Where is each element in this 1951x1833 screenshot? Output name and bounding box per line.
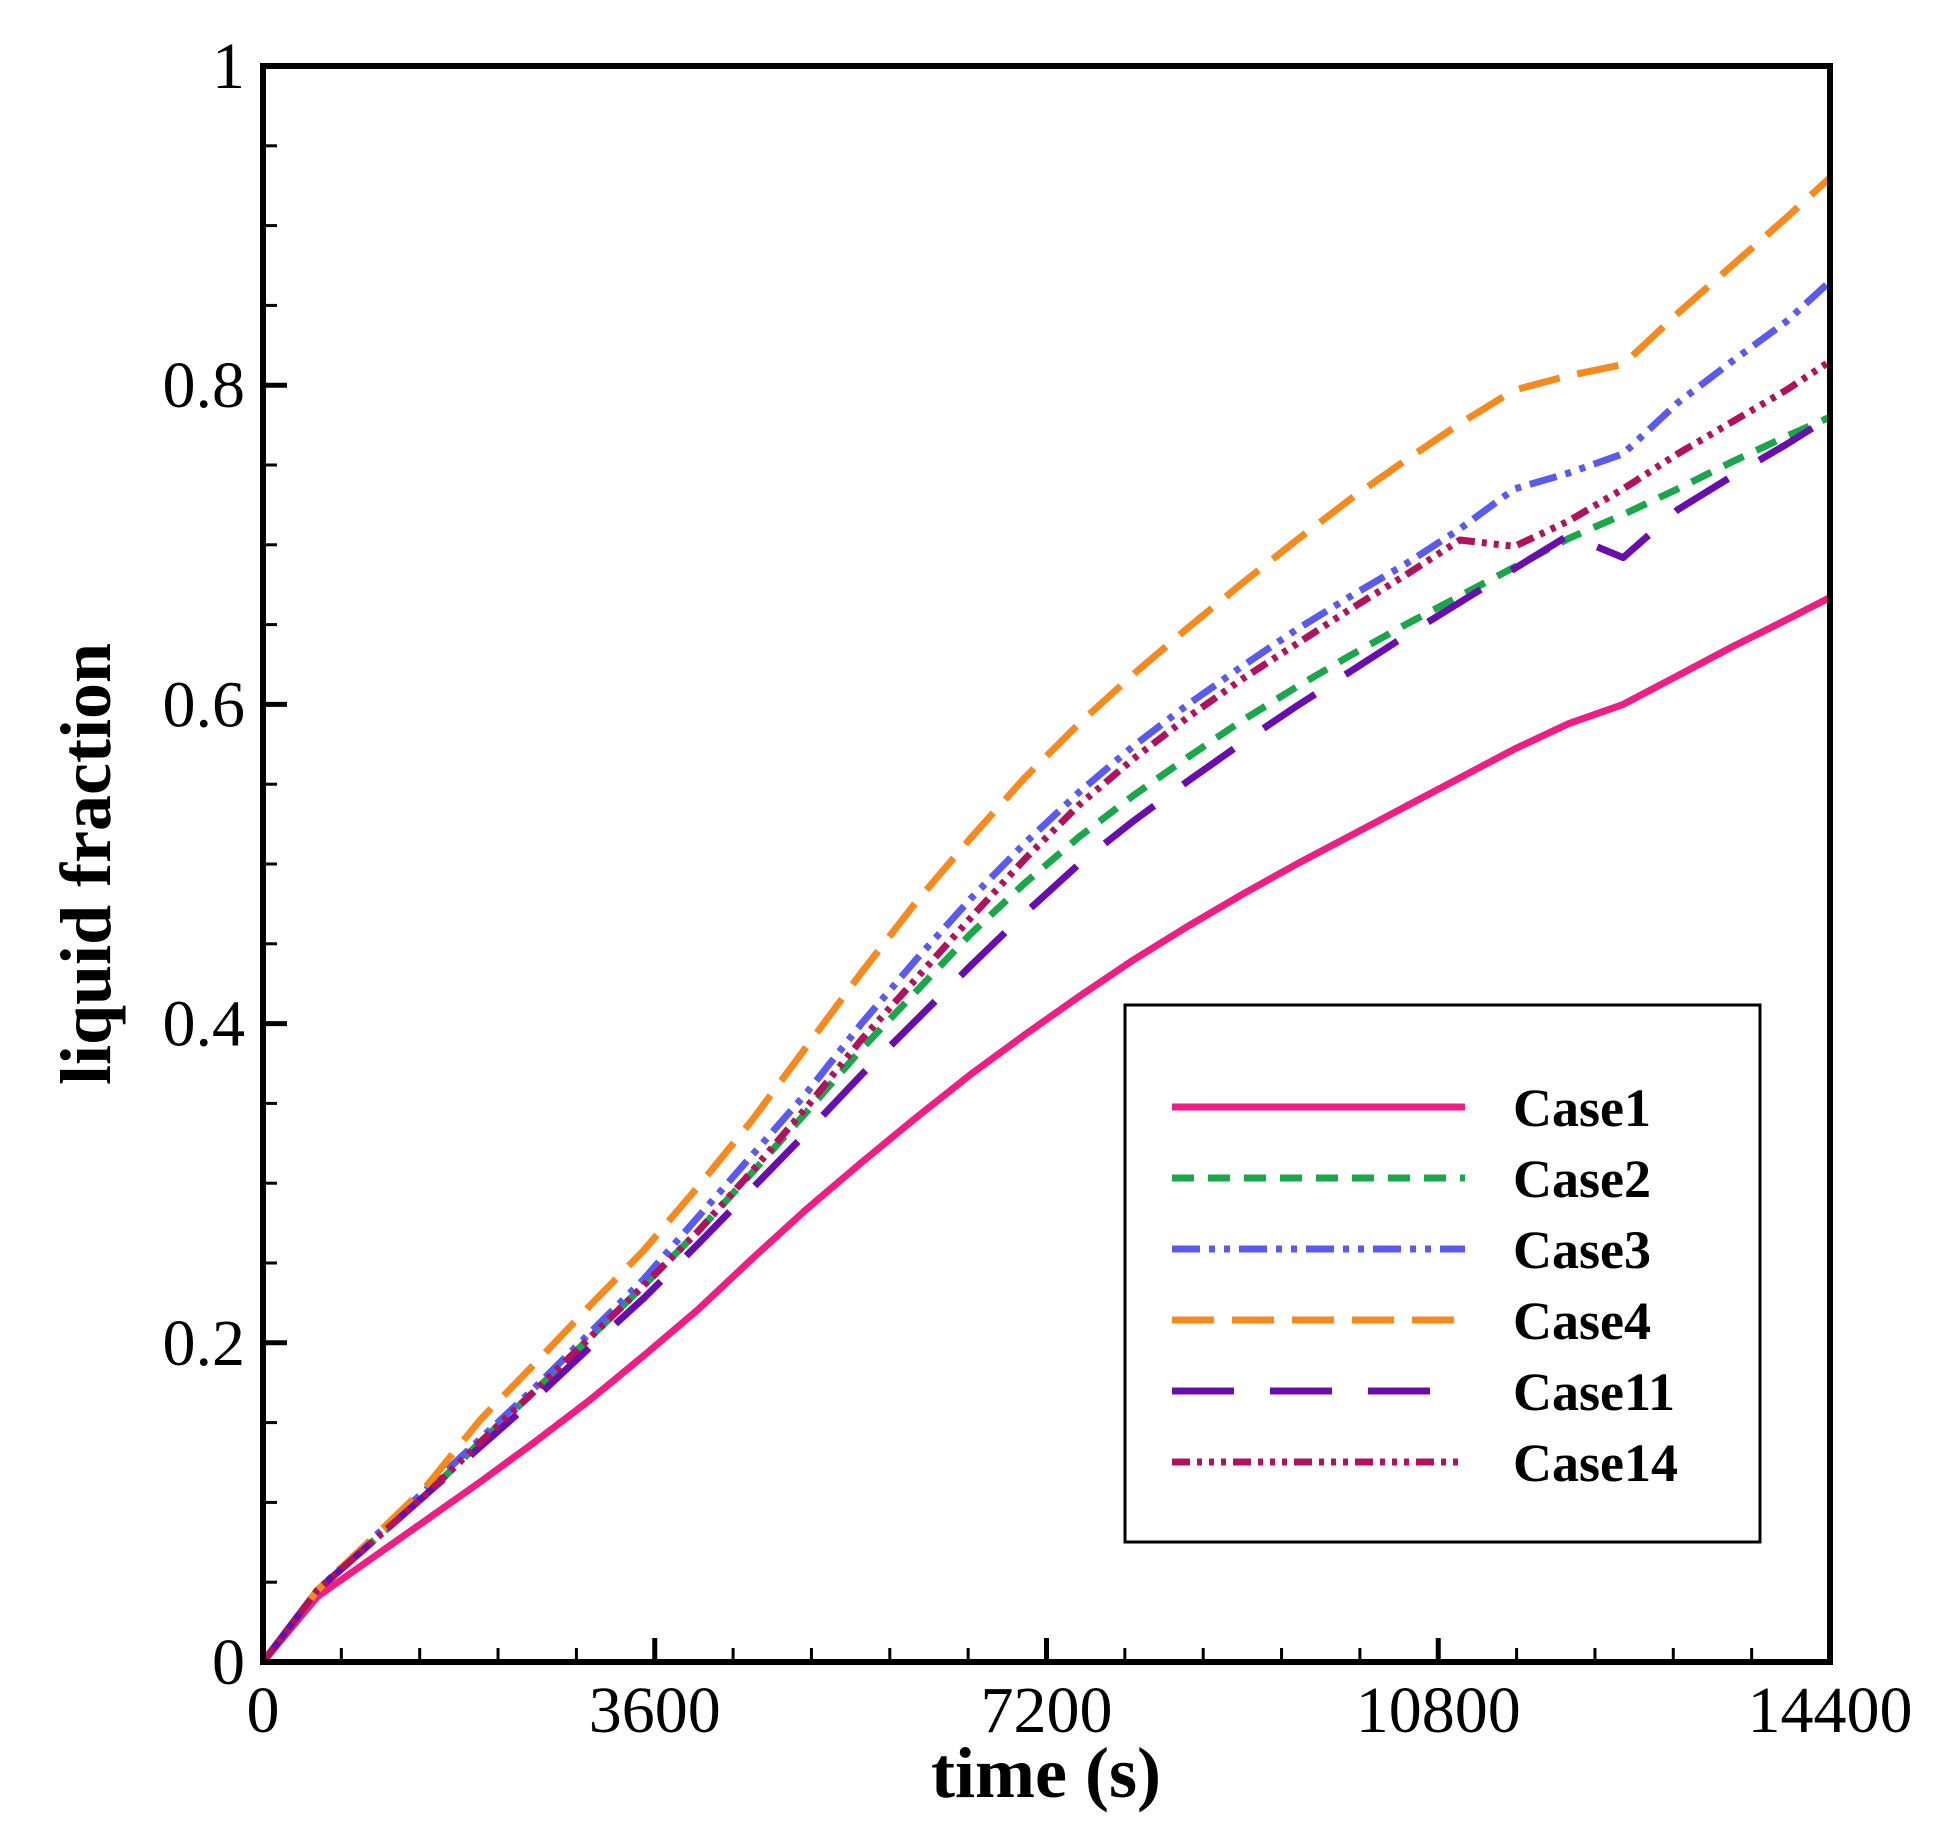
- x-tick-label: 14400: [1748, 1674, 1913, 1747]
- legend-label-case14: Case14: [1513, 1433, 1678, 1493]
- legend-label-case2: Case2: [1513, 1149, 1651, 1209]
- y-tick-label: 1: [212, 30, 245, 103]
- legend-label-case3: Case3: [1513, 1220, 1651, 1280]
- x-tick-label: 10800: [1356, 1674, 1521, 1747]
- y-tick-label: 0.4: [163, 988, 246, 1061]
- y-tick-label: 0.8: [163, 349, 246, 422]
- series-line-case11: [260, 414, 1832, 1665]
- series-line-case4: [260, 175, 1833, 1665]
- legend-label-case11: Case11: [1513, 1362, 1675, 1422]
- x-tick-label: 3600: [589, 1674, 721, 1747]
- y-tick-label: 0: [212, 1626, 245, 1699]
- legend-label-case4: Case4: [1513, 1291, 1651, 1351]
- plot-frame: [260, 63, 1833, 1665]
- legend-label-case1: Case1: [1513, 1078, 1651, 1138]
- legend: Case1 Case2 Case3 Case4 Case11 Case14: [1123, 1003, 1762, 1544]
- series-layer: [260, 175, 1833, 1665]
- x-tick-label: 0: [247, 1674, 280, 1747]
- series-line-case14: [260, 358, 1832, 1665]
- legend-items: Case1 Case2 Case3 Case4 Case11 Case14: [1172, 1078, 1678, 1493]
- legend-box: [1123, 1003, 1762, 1544]
- y-tick-label: 0.6: [163, 668, 246, 741]
- x-tick-label: 7200: [981, 1674, 1113, 1747]
- y-axis-title: liquid fraction: [46, 643, 126, 1085]
- tick-labels-layer: 0 3600 7200 10800 14400 0 0.2 0.4 0.6 0.8 1: [163, 30, 1913, 1747]
- y-tick-label: 0.2: [163, 1307, 246, 1380]
- x-axis-title: time (s): [931, 1733, 1161, 1813]
- series-line-case1: [260, 594, 1832, 1665]
